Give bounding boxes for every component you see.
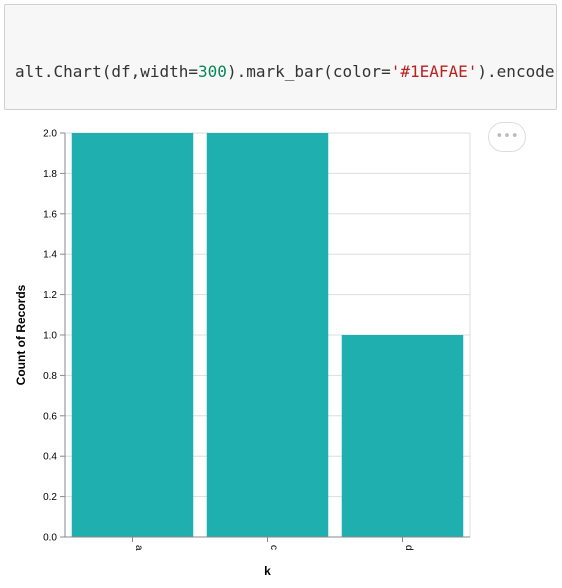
x-axis-title: k bbox=[264, 564, 271, 578]
y-tick-label: 1.4 bbox=[43, 250, 57, 261]
y-tick-label: 1.2 bbox=[43, 290, 57, 301]
code-token: ).encode( bbox=[477, 62, 557, 81]
ellipsis-icon: ••• bbox=[495, 129, 519, 144]
bar-c bbox=[206, 133, 329, 537]
chart-output: 0.0 0.2 0.4 0.6 0.8 1.0 1.2 1.4 1.6 1.8 2.0 a c d k Cou… bbox=[0, 110, 562, 583]
bar-a bbox=[71, 133, 194, 537]
y-tick-label: 0.0 bbox=[43, 533, 57, 544]
y-tick-label: 0.6 bbox=[43, 411, 57, 422]
y-tick-label: 0.8 bbox=[43, 371, 57, 382]
chart-actions-menu-button[interactable]: ••• bbox=[488, 122, 526, 152]
code-token: '#1EAFAE' bbox=[390, 62, 478, 81]
y-tick-label: 2.0 bbox=[43, 129, 57, 140]
code-token: ).mark_bar(color= bbox=[226, 62, 391, 81]
bar-chart: 0.0 0.2 0.4 0.6 0.8 1.0 1.2 1.4 1.6 1.8 2.0 a c d k Cou… bbox=[14, 129, 471, 578]
bar-d bbox=[341, 335, 464, 537]
x-tick-label: a bbox=[133, 545, 144, 551]
code-cell[interactable]: alt.Chart(df,width=300).mark_bar(color='… bbox=[4, 4, 557, 110]
y-tick-label: 1.0 bbox=[43, 331, 57, 342]
code-line-1: alt.Chart(df,width=300).mark_bar(color='… bbox=[15, 60, 556, 84]
y-tick-label: 0.2 bbox=[43, 492, 57, 503]
y-axis-title: Count of Records bbox=[14, 284, 28, 385]
y-tick-label: 0.4 bbox=[43, 452, 57, 463]
y-tick-label: 1.6 bbox=[43, 209, 57, 220]
x-tick-label: d bbox=[403, 545, 414, 551]
x-tick-label: c bbox=[268, 545, 279, 550]
y-tick-label: 1.8 bbox=[43, 169, 57, 180]
code-token: alt.Chart(df,width= bbox=[15, 62, 199, 81]
code-token: 300 bbox=[198, 62, 227, 81]
